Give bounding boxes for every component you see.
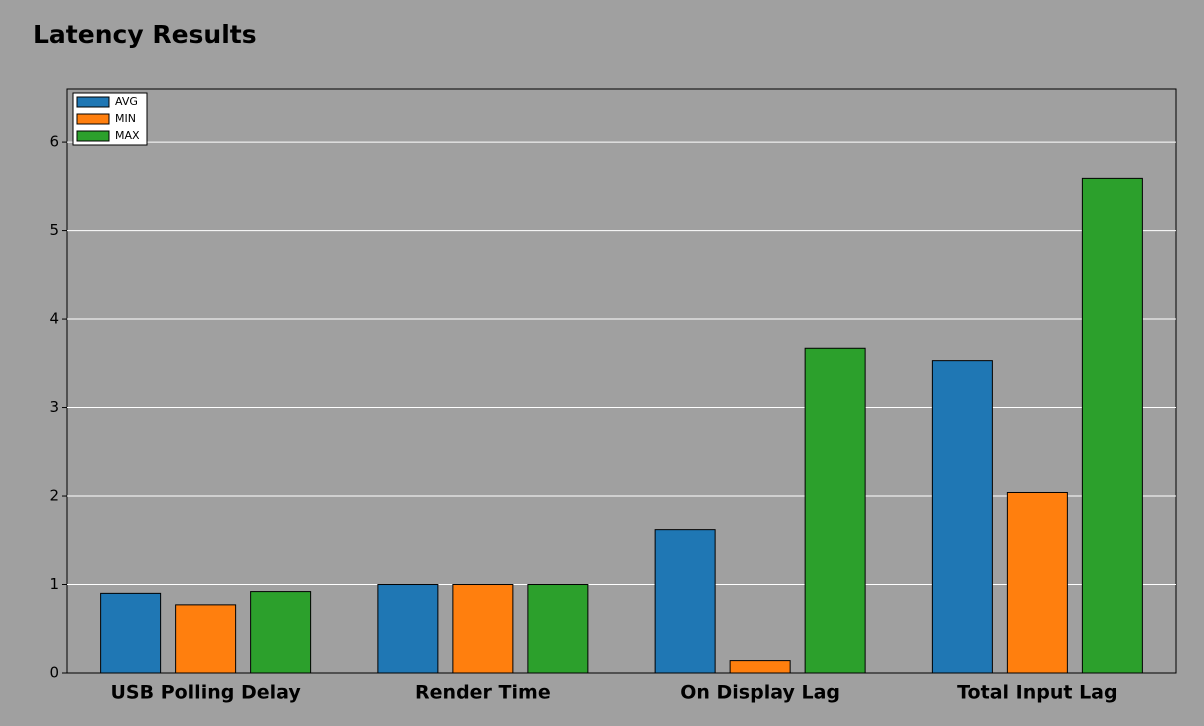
bar (1081, 177, 1143, 674)
y-tick-label: 3 (49, 398, 59, 416)
bar (175, 604, 237, 674)
x-tick-label: On Display Lag (680, 682, 840, 704)
legend-swatch (76, 130, 110, 142)
legend-label: MIN (115, 112, 136, 125)
x-tick-label: Total Input Lag (957, 682, 1117, 704)
chart-title: Latency Results (33, 20, 257, 49)
bar (250, 591, 312, 674)
bar (729, 660, 791, 674)
legend-swatch (76, 113, 110, 125)
bar (527, 584, 589, 674)
y-tick-label: 0 (49, 664, 59, 682)
bar (100, 592, 162, 674)
y-tick-label: 5 (49, 221, 59, 239)
legend-swatch (76, 96, 110, 108)
bar (804, 347, 866, 674)
bar (1006, 491, 1068, 674)
y-tick-label: 1 (49, 575, 59, 593)
bar (452, 584, 514, 674)
y-tick-label: 2 (49, 487, 59, 505)
plot-area (66, 88, 1177, 674)
legend-label: MAX (115, 129, 140, 142)
bar (377, 584, 439, 674)
x-tick-label: Render Time (415, 682, 551, 704)
y-tick-label: 4 (49, 310, 59, 328)
bar (931, 360, 993, 674)
x-tick-label: USB Polling Delay (110, 682, 301, 704)
bar (654, 529, 716, 674)
legend-label: AVG (115, 95, 138, 108)
y-tick-label: 6 (49, 133, 59, 151)
